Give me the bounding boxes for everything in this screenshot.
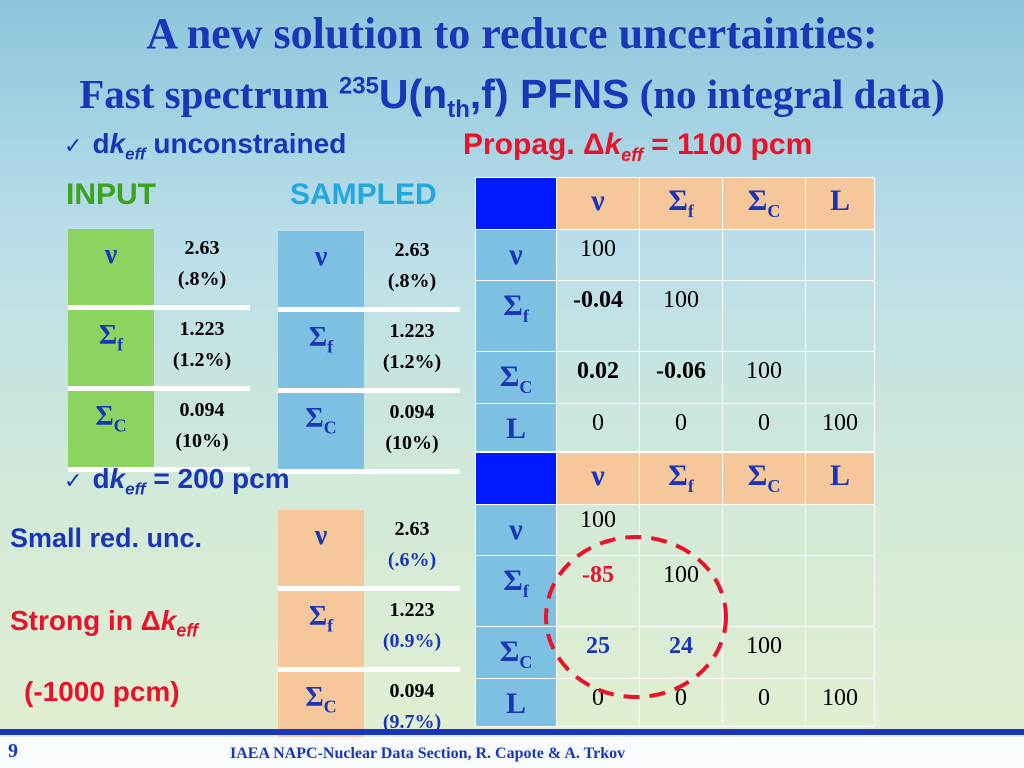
col-header-l: L <box>805 452 875 505</box>
table-row: ΣC 0.094 (10%) <box>278 390 460 474</box>
sigma-f-symbol: Σf <box>68 307 154 391</box>
matrix-cell <box>805 229 875 281</box>
matrix-header-row: ν Σf ΣC L <box>475 177 875 230</box>
matrix-cell: 0 <box>722 678 806 727</box>
matrix-cell <box>722 229 806 281</box>
matrix-cell <box>805 504 875 556</box>
table-row: ν 2.63 (.8%) <box>68 229 250 310</box>
col-header-sigma-c: ΣC <box>722 177 806 230</box>
matrix-cell: 0 <box>556 403 640 452</box>
footer-credit: IAEA NAPC-Nuclear Data Section, R. Capot… <box>230 745 626 762</box>
nu-symbol: ν <box>278 510 364 591</box>
table-row: Σf 1.223 (0.9%) <box>278 588 460 672</box>
sigma-c-symbol: ΣC <box>278 390 364 474</box>
col-header-nu: ν <box>556 177 640 230</box>
nu-symbol: ν <box>68 229 154 310</box>
matrix-cell: 0 <box>556 678 640 727</box>
bullet-unconstrained: ✓ dkeff unconstrained <box>64 128 347 164</box>
matrix-cell: 25 <box>556 626 640 679</box>
slide-title-line2: Fast spectrum 235U(nth,f) PFNS (no integ… <box>79 71 945 124</box>
footer-band <box>0 737 1024 768</box>
checkmark-icon: ✓ <box>64 134 83 159</box>
note-strong-delta-keff: Strong in Δkeff <box>10 605 199 641</box>
matrix-cell <box>722 504 806 556</box>
matrix-cell: 100 <box>722 351 806 404</box>
correlation-matrix-unconstrained: ν Σf ΣC L ν 100 Σf -0.04 100 ΣC 0.02 -0.… <box>475 177 875 452</box>
input-label: INPUT <box>66 178 156 211</box>
matrix-row: ΣC 0.02 -0.06 100 <box>475 351 875 404</box>
matrix-cell: 100 <box>556 229 640 281</box>
row-header-sigma-c: ΣC <box>475 351 557 404</box>
matrix-row: ΣC 25 24 100 <box>475 626 875 679</box>
sampled-label: SAMPLED <box>290 178 437 211</box>
input-table: ν 2.63 (.8%) Σf 1.223 (1.2%) ΣC 0.094 (10%) <box>68 229 250 472</box>
col-header-sigma-c: ΣC <box>722 452 806 505</box>
table-row: Σf 1.223 (1.2%) <box>68 307 250 391</box>
matrix-row: Σf -0.04 100 <box>475 280 875 352</box>
matrix-row: ν 100 <box>475 229 875 281</box>
matrix-row: ν 100 <box>475 504 875 556</box>
constrained-table: ν 2.63 (.6%) Σf 1.223 (0.9%) ΣC 0.094 (9.7%… <box>278 510 460 753</box>
note-small-reduction: Small red. unc. <box>10 523 203 553</box>
matrix-row: Σf -85 100 <box>475 555 875 627</box>
sigma-f-symbol: Σf <box>278 588 364 672</box>
matrix-cell: 100 <box>722 626 806 679</box>
sigma-c-symbol: ΣC <box>68 388 154 472</box>
row-header-sigma-f: Σf <box>475 280 557 352</box>
matrix-cell: 100 <box>805 403 875 452</box>
footer-divider <box>0 729 1024 735</box>
matrix-cell: -85 <box>556 555 640 627</box>
matrix-cell <box>805 351 875 404</box>
matrix-row: L 0 0 0 100 <box>475 403 875 452</box>
matrix-cell: 100 <box>639 280 723 352</box>
matrix-cell <box>639 229 723 281</box>
bullet-constrained: ✓ dkeff = 200 pcm <box>64 463 290 499</box>
matrix-cell: -0.06 <box>639 351 723 404</box>
matrix-cell: -0.04 <box>556 280 640 352</box>
row-header-l: L <box>475 403 557 452</box>
matrix-cell: 100 <box>556 504 640 556</box>
matrix-cell <box>805 555 875 627</box>
matrix-cell: 0 <box>639 403 723 452</box>
sigma-f-symbol: Σf <box>278 309 364 393</box>
highlight-ellipse <box>544 535 728 699</box>
row-header-nu: ν <box>475 229 557 281</box>
row-header-sigma-c: ΣC <box>475 626 557 679</box>
matrix-cell: 0.02 <box>556 351 640 404</box>
matrix-cell: 0 <box>722 403 806 452</box>
matrix-cell <box>722 280 806 352</box>
note-reduction-pcm: (-1000 pcm) <box>24 676 180 707</box>
checkmark-icon: ✓ <box>64 469 83 494</box>
matrix-cell <box>722 555 806 627</box>
matrix-cell <box>805 280 875 352</box>
matrix-cell: 100 <box>805 678 875 727</box>
col-header-nu: ν <box>556 452 640 505</box>
sampled-table: ν 2.63 (.8%) Σf 1.223 (1.2%) ΣC 0.094 (10%) <box>278 231 460 474</box>
matrix-cell <box>805 626 875 679</box>
slide-title-line1: A new solution to reduce uncertainties: <box>146 9 878 58</box>
matrix-corner <box>475 177 557 230</box>
matrix-corner <box>475 452 557 505</box>
col-header-l: L <box>805 177 875 230</box>
correlation-matrix-constrained: ν Σf ΣC L ν 100 Σf -85 100 ΣC 25 24 100 … <box>475 452 875 727</box>
propagated-delta-keff: Propag. Δkeff = 1100 pcm <box>463 128 813 165</box>
page-number: 9 <box>8 740 18 762</box>
table-row: ν 2.63 (.8%) <box>278 231 460 312</box>
row-header-l: L <box>475 678 557 727</box>
table-row: Σf 1.223 (1.2%) <box>278 309 460 393</box>
matrix-header-row: ν Σf ΣC L <box>475 452 875 505</box>
col-header-sigma-f: Σf <box>639 177 723 230</box>
col-header-sigma-f: Σf <box>639 452 723 505</box>
matrix-row: L 0 0 0 100 <box>475 678 875 727</box>
table-row: ΣC 0.094 (10%) <box>68 388 250 472</box>
nu-symbol: ν <box>278 231 364 312</box>
row-header-nu: ν <box>475 504 557 556</box>
table-row: ν 2.63 (.6%) <box>278 510 460 591</box>
